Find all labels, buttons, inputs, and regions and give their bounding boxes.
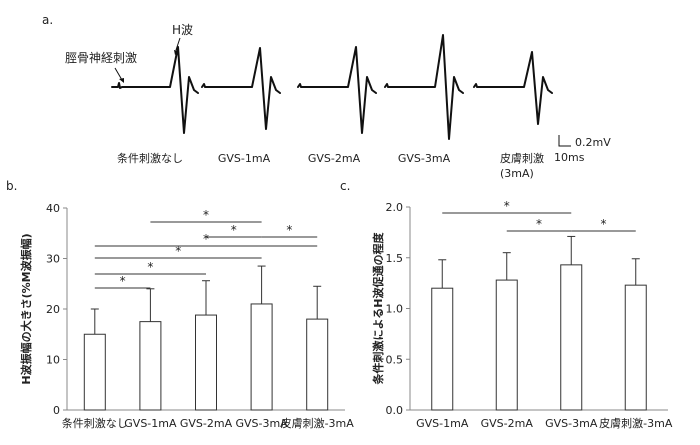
y-tick-label: 1.5: [386, 252, 404, 265]
condition-label: GVS-1mA: [218, 152, 271, 165]
scale-time: 10ms: [554, 151, 585, 164]
bar: [83, 333, 106, 411]
condition-label: 皮膚刺激(3mA): [500, 151, 544, 180]
bar: [495, 279, 518, 411]
bar: [560, 264, 583, 411]
x-tick-label: GVS-2mA: [180, 417, 233, 430]
panel-label: c.: [340, 179, 350, 193]
significance-star: *: [536, 217, 542, 231]
emg-trace: [384, 34, 464, 140]
y-axis-label: 条件刺激によるH波促通の程度: [371, 232, 385, 386]
y-axis-label: H波振幅の大きさ(%M波振幅): [19, 233, 33, 384]
panel-label: b.: [6, 179, 17, 193]
emg-trace: [111, 46, 199, 134]
bar: [431, 287, 454, 411]
stim-pointer: [114, 67, 123, 81]
significance-star: *: [175, 244, 181, 258]
bar: [139, 321, 162, 411]
bar: [195, 314, 217, 411]
panel-a-traces: a. H波 脛骨神経刺激 条件刺激なし GVS-1mA GVS-2mA GVS-3mA…: [42, 13, 611, 180]
panel-a-label: a.: [42, 13, 53, 27]
condition-label: GVS-3mA: [398, 152, 451, 165]
scale-amplitude: 0.2mV: [575, 136, 611, 149]
y-tick-label: 30: [46, 253, 60, 266]
y-tick-label: 20: [46, 303, 60, 316]
significance-star: *: [120, 274, 126, 288]
condition-labels: 条件刺激なし GVS-1mA GVS-2mA GVS-3mA 皮膚刺激(3mA): [117, 151, 544, 180]
x-tick-label: GVS-2mA: [481, 417, 534, 430]
stim-label: 脛骨神経刺激: [65, 51, 137, 65]
emg-trace: [297, 46, 377, 134]
condition-label: GVS-2mA: [308, 152, 361, 165]
y-tick-label: 2.0: [386, 201, 404, 214]
significance-star: *: [147, 260, 153, 274]
x-tick-label: GVS-3mA: [545, 417, 598, 430]
x-tick-label: GVS-1mA: [124, 417, 177, 430]
bar: [250, 303, 273, 411]
y-tick-label: 40: [46, 202, 60, 215]
y-tick-label: 10: [46, 354, 60, 367]
h-wave-label: H波: [172, 23, 193, 37]
y-tick-label: 1.0: [386, 303, 404, 316]
x-tick-label: GVS-1mA: [416, 417, 469, 430]
y-tick-label: 0.5: [386, 353, 404, 366]
significance-star: *: [286, 223, 292, 237]
stim-arrowhead: [119, 78, 124, 83]
scale-bar: [558, 135, 571, 147]
significance-star: *: [231, 223, 237, 237]
x-tick-label: 条件刺激なし: [62, 416, 128, 430]
x-tick-label: 皮膚刺激-3mA: [599, 416, 673, 430]
panel-c-chart: c. 0.0 0.5 1.0 1.5 2.0 条件刺激によるH波促通の程度 GVS-1mA GV…: [340, 179, 673, 430]
bar: [306, 318, 329, 411]
h-wave-pointer: [175, 37, 181, 51]
significance-star: *: [203, 232, 209, 246]
condition-label: 条件刺激なし: [117, 151, 183, 165]
significance-star: *: [504, 199, 510, 213]
bar: [624, 284, 647, 411]
significance-star: *: [203, 208, 209, 222]
emg-trace: [473, 51, 553, 125]
y-tick-label: 0: [53, 404, 60, 417]
trace-group: [111, 34, 553, 140]
x-tick-label: GVS-3mA: [235, 417, 288, 430]
significance-star: *: [601, 217, 607, 231]
y-tick-label: 0.0: [386, 404, 404, 417]
x-tick-label: 皮膚刺激-3mA: [281, 416, 355, 430]
emg-trace: [201, 47, 281, 130]
